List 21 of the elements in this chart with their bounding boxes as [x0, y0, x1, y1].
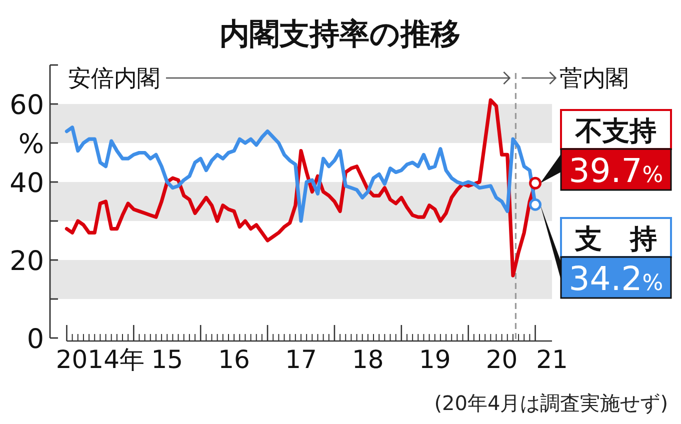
annotation: 安倍内閣: [68, 66, 160, 92]
chart-title: 内閣支持率の推移: [220, 17, 460, 52]
annotation: 34.2%: [568, 259, 664, 298]
x-tick-label: 19: [418, 345, 451, 374]
x-tick-label: 17: [285, 345, 317, 374]
x-tick-label: 21: [536, 345, 568, 374]
annotation: 39.7%: [568, 151, 664, 190]
x-tick-label: 18: [352, 345, 384, 374]
text: 菅内閣: [560, 66, 629, 92]
text: (20年4月は調査実施せず): [434, 391, 668, 415]
series-label: 支持: [574, 224, 681, 255]
x-tick-label: 15: [151, 345, 184, 374]
x-tick-label: 16: [218, 345, 250, 374]
y-tick-label: %: [18, 129, 44, 160]
y-tick-label: 0: [26, 324, 44, 355]
y-tick-label: 20: [10, 246, 44, 277]
x-tick-label: 20: [486, 345, 518, 374]
x-tick-label: 2014年: [56, 345, 145, 374]
series-label: 不支持: [574, 116, 656, 147]
y-tick-label: 40: [10, 168, 44, 199]
y-tick-label: 60: [10, 90, 44, 121]
